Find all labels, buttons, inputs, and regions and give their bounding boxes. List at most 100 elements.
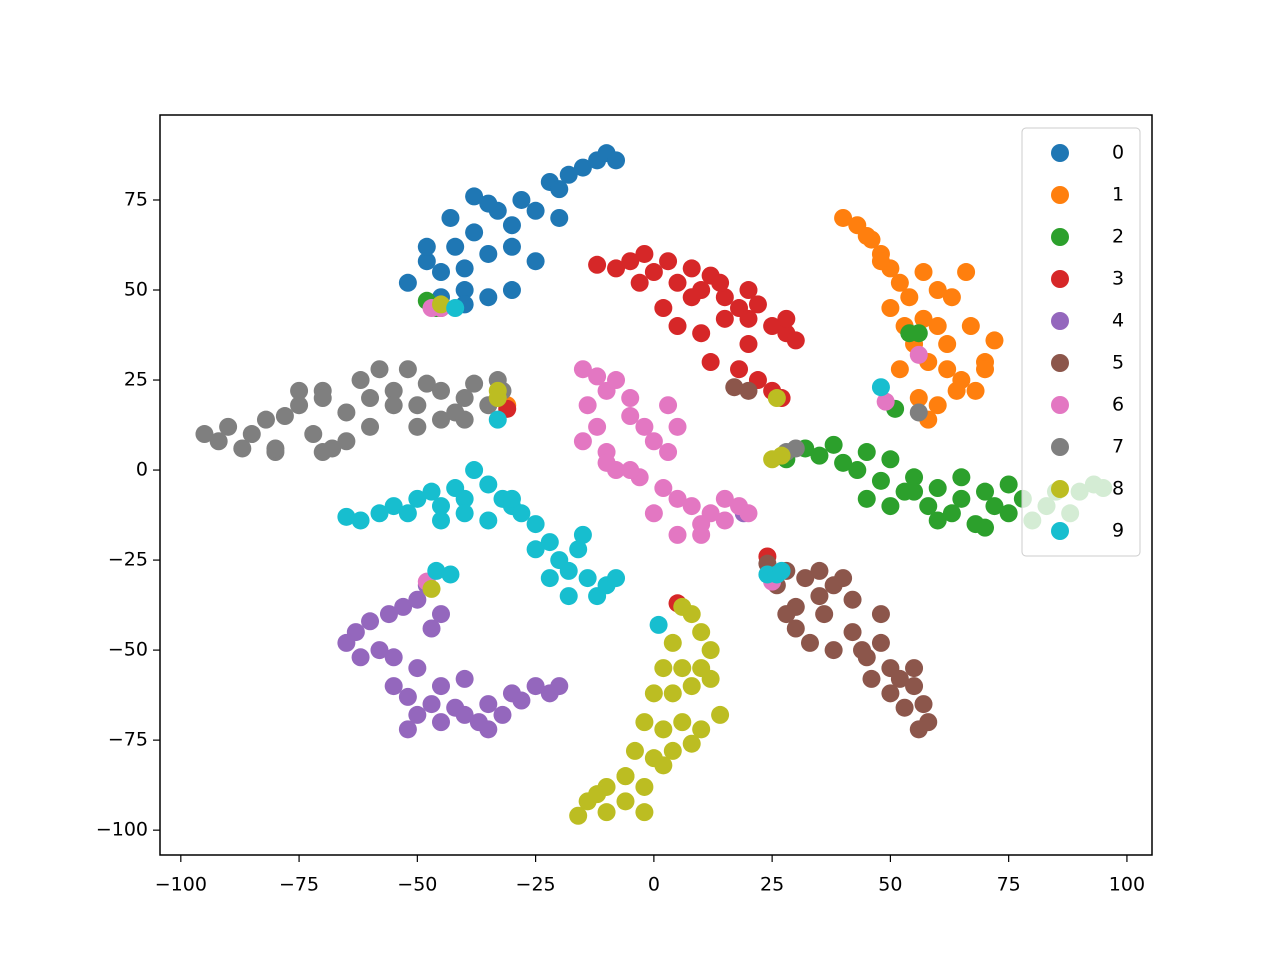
point — [715, 309, 734, 328]
point — [370, 360, 389, 379]
point — [512, 504, 531, 523]
point — [569, 806, 588, 825]
point — [881, 299, 900, 318]
x-tick-label: −50 — [397, 874, 437, 896]
point — [777, 309, 796, 328]
point — [479, 288, 498, 307]
point — [654, 479, 673, 498]
point — [559, 165, 578, 184]
point — [361, 389, 380, 408]
point — [337, 403, 356, 422]
point — [682, 677, 701, 696]
point — [384, 381, 403, 400]
point — [493, 705, 512, 724]
point — [597, 803, 616, 822]
point — [526, 515, 545, 534]
point — [644, 432, 663, 451]
point — [957, 263, 976, 282]
point — [559, 561, 578, 580]
point — [999, 475, 1018, 494]
point — [857, 489, 876, 508]
point — [999, 504, 1018, 523]
point — [408, 590, 427, 609]
point — [715, 489, 734, 508]
point — [431, 713, 450, 732]
point — [890, 360, 909, 379]
point — [384, 497, 403, 516]
point — [422, 579, 441, 598]
point — [701, 353, 720, 372]
point — [682, 259, 701, 278]
point — [919, 497, 938, 516]
point — [422, 482, 441, 501]
point — [938, 335, 957, 354]
point — [351, 371, 370, 390]
point — [914, 263, 933, 282]
point — [796, 569, 815, 588]
legend-label: 4 — [1112, 310, 1124, 332]
point — [711, 273, 730, 292]
point — [909, 389, 928, 408]
point — [408, 705, 427, 724]
point — [290, 381, 309, 400]
point — [715, 288, 734, 307]
point — [659, 252, 678, 271]
point — [550, 180, 569, 199]
point — [607, 371, 626, 390]
point — [663, 741, 682, 760]
x-tick-label: −75 — [279, 874, 319, 896]
point — [337, 633, 356, 652]
point — [502, 281, 521, 300]
y-tick-label: −25 — [108, 549, 148, 571]
x-tick-label: 75 — [997, 874, 1021, 896]
point — [394, 597, 413, 616]
point — [928, 511, 947, 530]
point — [800, 633, 819, 652]
x-tick-label: −25 — [516, 874, 556, 896]
point — [431, 677, 450, 696]
point — [711, 705, 730, 724]
point — [739, 281, 758, 300]
y-tick-label: 75 — [124, 188, 148, 210]
point — [290, 396, 309, 415]
point — [233, 439, 252, 458]
point — [573, 158, 592, 177]
point — [441, 565, 460, 584]
point — [909, 324, 928, 343]
point — [739, 309, 758, 328]
point — [952, 468, 971, 487]
point — [446, 237, 465, 256]
point — [942, 288, 961, 307]
legend-marker — [1051, 186, 1069, 204]
point — [635, 417, 654, 436]
point — [455, 489, 474, 508]
legend-label: 9 — [1112, 520, 1124, 542]
point — [682, 288, 701, 307]
point — [502, 237, 521, 256]
point — [644, 263, 663, 282]
legend-marker — [1051, 312, 1069, 330]
point — [242, 425, 261, 444]
point — [465, 461, 484, 480]
point — [777, 605, 796, 624]
point — [763, 317, 782, 336]
point — [479, 194, 498, 213]
point — [573, 360, 592, 379]
point — [682, 497, 701, 516]
point — [853, 641, 872, 660]
point — [431, 295, 450, 314]
point — [914, 695, 933, 714]
point — [370, 504, 389, 523]
point — [398, 360, 417, 379]
point — [526, 252, 545, 271]
point — [479, 695, 498, 714]
point — [431, 511, 450, 530]
y-tick-label: −50 — [108, 639, 148, 661]
point — [692, 324, 711, 343]
point — [895, 698, 914, 717]
x-tick-label: 0 — [648, 874, 660, 896]
point — [588, 255, 607, 274]
point — [502, 489, 521, 508]
point — [351, 511, 370, 530]
legend-marker — [1051, 438, 1069, 456]
